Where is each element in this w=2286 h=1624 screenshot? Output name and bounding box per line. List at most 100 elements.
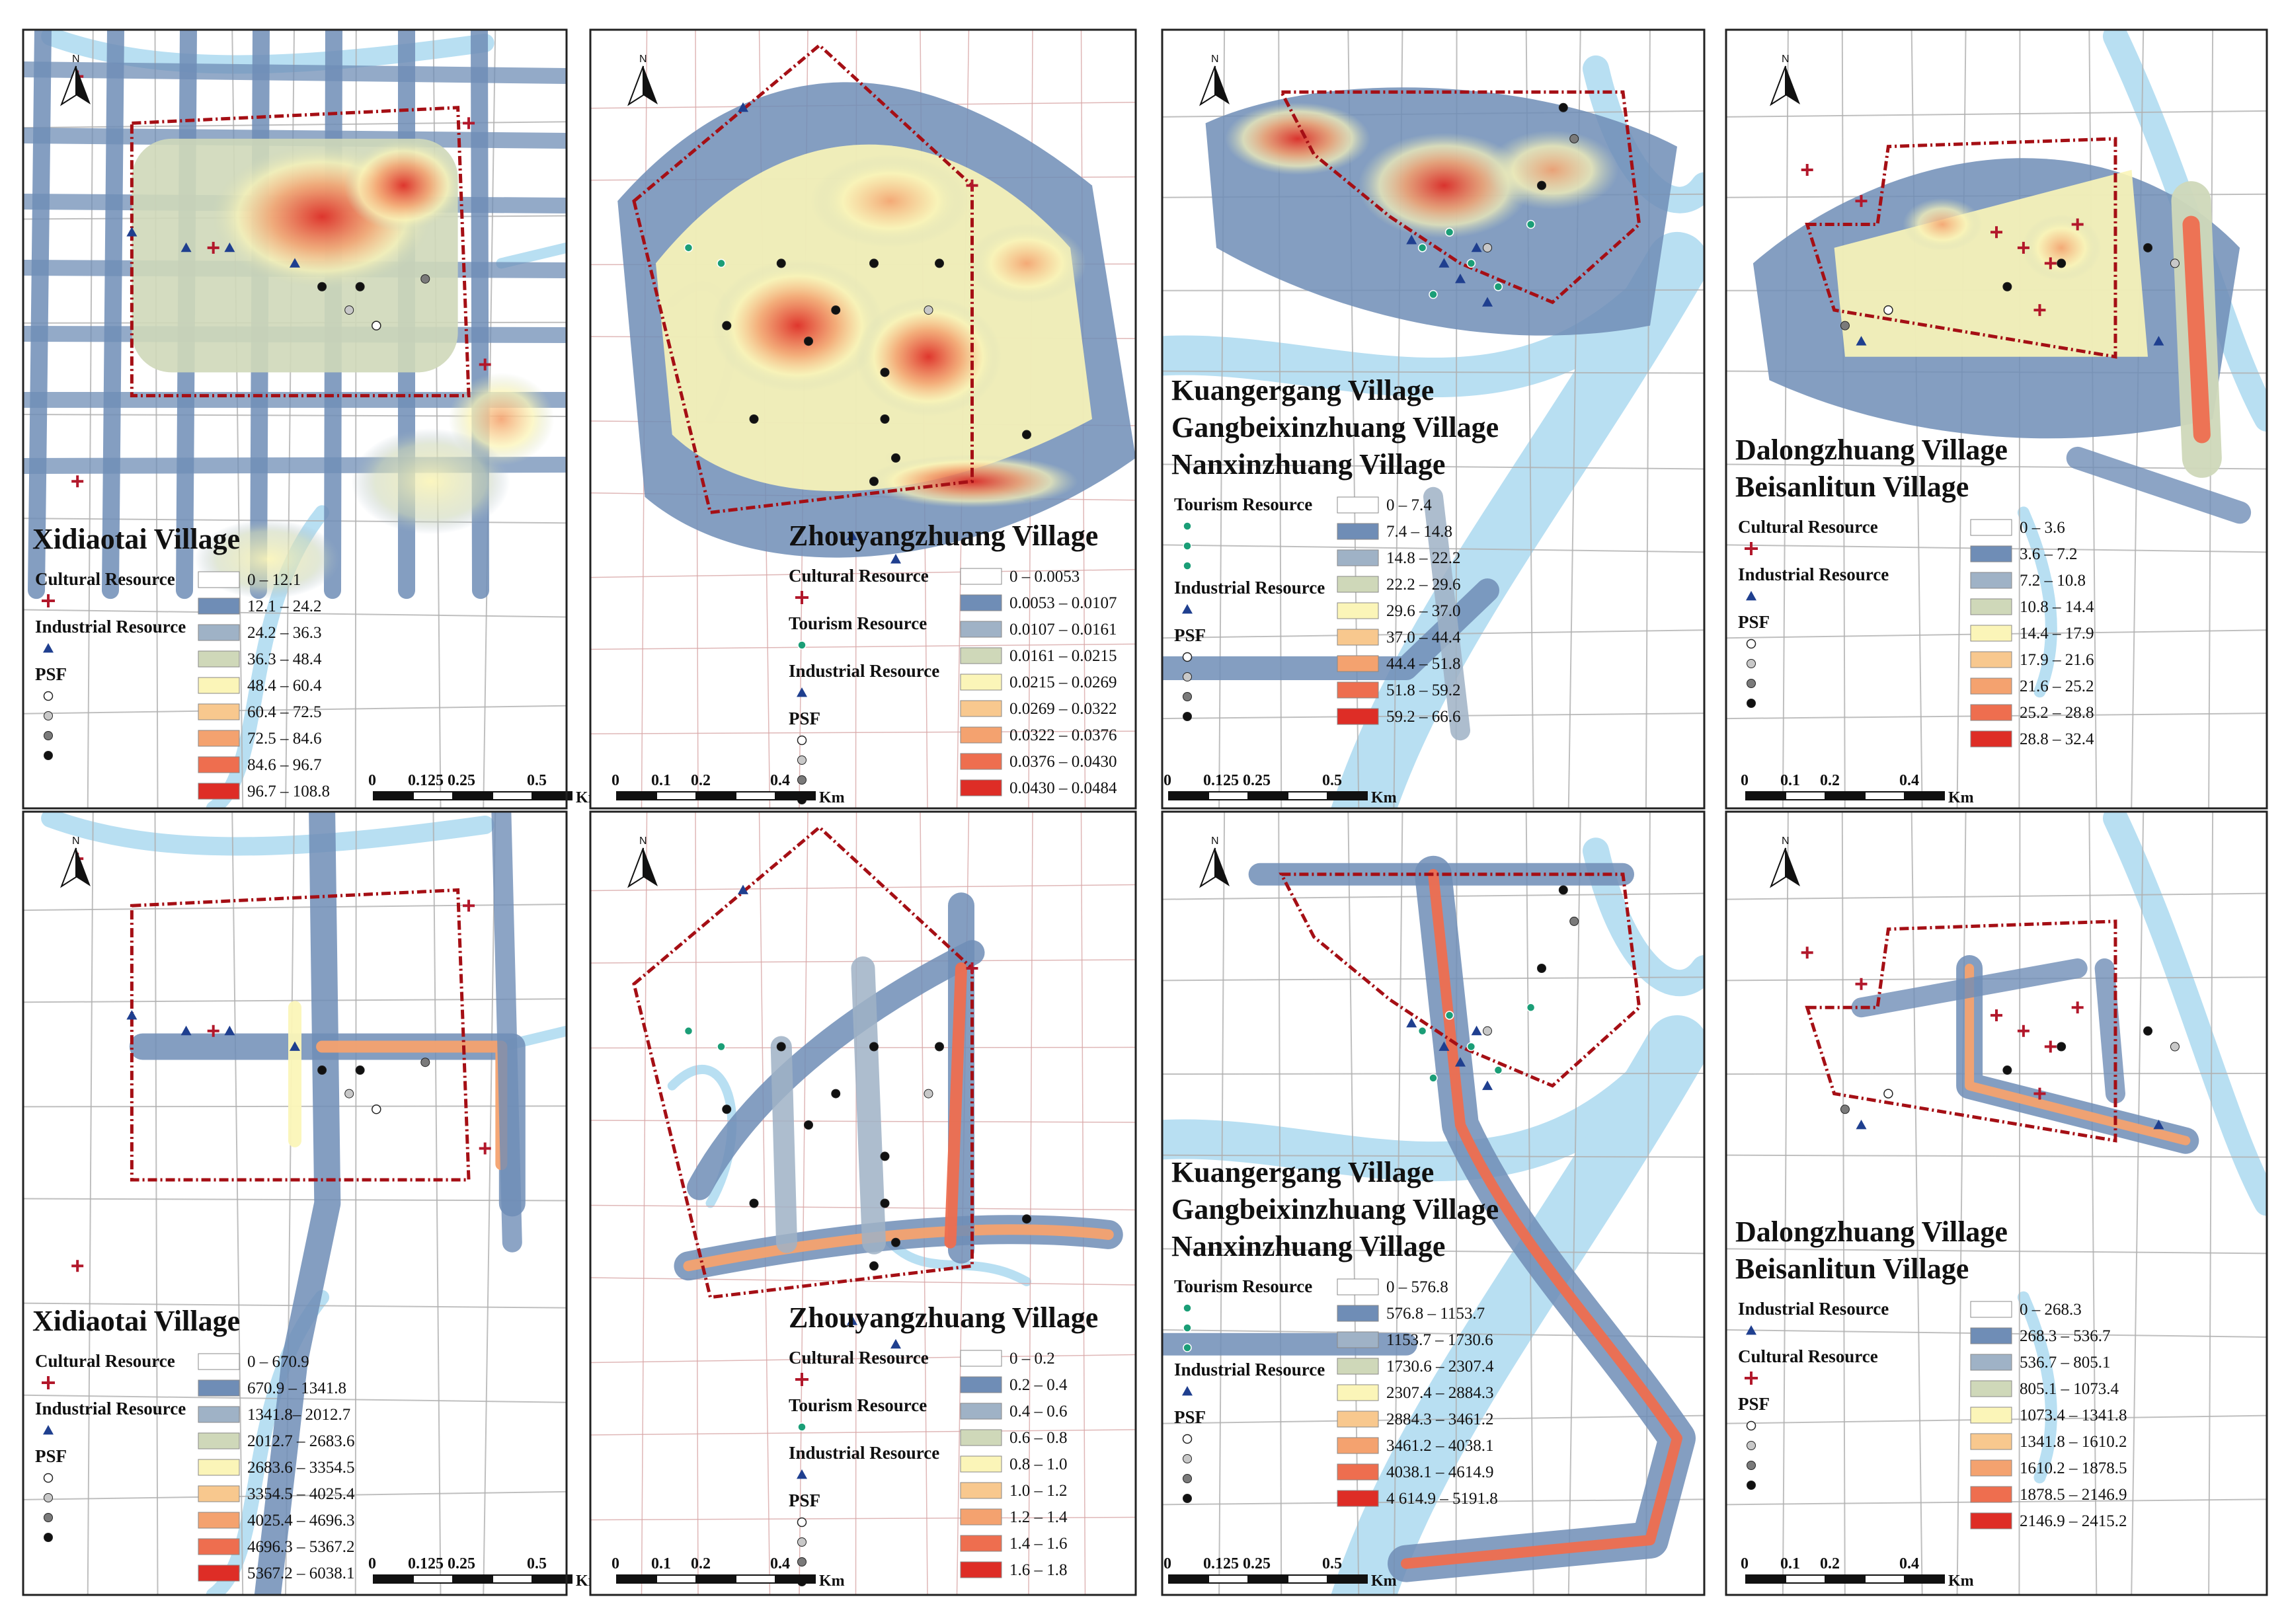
- psf-marker: [1747, 699, 1756, 708]
- density-corridor: [683, 1224, 1114, 1272]
- industrial-resource-marker: [1406, 235, 1417, 245]
- class-swatch: [960, 1376, 1002, 1393]
- scale-unit: Km: [1371, 789, 1397, 806]
- panel-frame: [1725, 28, 2268, 810]
- psf-marker: [797, 755, 807, 765]
- psf-marker: [797, 1537, 807, 1547]
- class-range-label: 0 – 670.9: [247, 1353, 309, 1371]
- class-range-label: 576.8 – 1153.7: [1386, 1305, 1485, 1323]
- psf-marker: [1022, 430, 1031, 440]
- class-range-label: 0.0215 – 0.0269: [1009, 674, 1117, 691]
- north-arrow-right: [1215, 66, 1230, 104]
- road-line: [23, 904, 567, 911]
- class-swatch: [198, 756, 240, 773]
- road-line: [1841, 812, 1846, 1595]
- class-swatch: [960, 568, 1002, 585]
- class-range-label: 28.8 – 32.4: [2020, 730, 2094, 748]
- road-line: [1726, 1248, 2267, 1255]
- village-boundary: [1279, 872, 1641, 1088]
- scale-label: 0.2: [691, 772, 711, 789]
- road-line: [2208, 812, 2214, 1595]
- class-range-label: 25.2 – 28.8: [2020, 704, 2094, 722]
- density-corridor: [944, 962, 967, 1249]
- north-arrow-left: [1199, 65, 1216, 106]
- scale-segment: [1745, 791, 1786, 800]
- class-range-label: 29.6 – 37.0: [1386, 602, 1461, 620]
- scale-unit: Km: [1948, 1572, 1974, 1590]
- industrial-resource-marker: [890, 554, 901, 564]
- panel-title-line: Kuangergang Village: [1171, 374, 1434, 406]
- psf-marker: [1183, 712, 1192, 721]
- north-arrow: N: [1769, 835, 1800, 888]
- panel-frame: [589, 810, 1137, 1596]
- psf-marker: [43, 691, 54, 701]
- panel-frame: [1161, 28, 1706, 810]
- panel-title: Xidiaotai Village: [32, 523, 240, 555]
- map-background: [1726, 812, 2267, 1595]
- scale-unit: Km: [819, 789, 845, 806]
- class-range-label: 1341.8– 2012.7: [247, 1406, 350, 1424]
- class-swatch: [1970, 1354, 2012, 1371]
- density-hotspot: [351, 428, 510, 535]
- village-boundary: [130, 888, 471, 1182]
- class-range-label: 14.8 – 22.2: [1386, 549, 1461, 567]
- symbol-legend: Tourism Resource Industrial Resource PSF: [1174, 494, 1325, 721]
- village-boundary: [632, 825, 974, 1299]
- cultural-resource-marker: [2033, 1087, 2046, 1100]
- class-range-label: 1610.2 – 1878.5: [2020, 1459, 2127, 1477]
- road-line: [87, 812, 94, 1595]
- class-swatch: [1337, 1437, 1379, 1454]
- scale-segment: [656, 791, 697, 800]
- industrial-resource-marker: [890, 1338, 901, 1349]
- class-swatch: [1337, 549, 1379, 566]
- north-arrow-right: [1786, 848, 1800, 886]
- class-range-label: 59.2 – 66.6: [1386, 708, 1461, 726]
- class-range-label: 0.0430 – 0.0484: [1009, 779, 1117, 797]
- density-corridor: [1401, 869, 1682, 1569]
- class-swatch: [1337, 708, 1379, 725]
- scale-segment: [1208, 791, 1249, 800]
- cultural-resource-marker: [2044, 257, 2057, 270]
- road-line: [1393, 812, 1403, 1595]
- class-swatch: [1970, 704, 2012, 721]
- density-corridor: [687, 940, 985, 1200]
- psf-marker: [1883, 1089, 1893, 1099]
- legend: Xidiaotai Village Cultural Resource Indust…: [32, 523, 602, 806]
- cultural-resource-marker: [479, 358, 491, 371]
- road-line: [1162, 370, 1704, 374]
- industrial-resource-marker: [43, 1425, 54, 1435]
- legend-group-label: Industrial Resource: [1174, 1360, 1325, 1379]
- scale-segment: [532, 791, 572, 800]
- class-swatch: [198, 677, 240, 694]
- class-swatch: [198, 598, 240, 615]
- legend-group-label: Tourism Resource: [1174, 494, 1312, 514]
- cultural-resource-marker: [479, 1142, 491, 1155]
- class-legend: 0 – 576.8 576.8 – 1153.7 1153.7 – 1730.6 17…: [1337, 1278, 1498, 1508]
- scale-label: 0: [1163, 772, 1171, 789]
- road-line: [1782, 30, 1789, 808]
- symbol-legend: Tourism Resource Industrial Resource PSF: [1174, 1276, 1325, 1503]
- scale-segment: [452, 791, 493, 800]
- psf-marker: [880, 1198, 890, 1208]
- psf-marker: [749, 414, 759, 424]
- north-arrow-right: [1786, 66, 1800, 104]
- cultural-resource-marker: [1745, 1372, 1758, 1385]
- tourism-resource-marker: [1466, 1042, 1476, 1052]
- legend-group-label: PSF: [1174, 625, 1206, 645]
- north-arrow-right: [1215, 848, 1230, 886]
- tourism-resource-marker: [1444, 1011, 1454, 1020]
- class-range-label: 0.4 – 0.6: [1009, 1403, 1068, 1420]
- map-panel-p3: N Kuangergang Village Gangbeixinzhuang Vil…: [1161, 28, 1706, 810]
- road-line: [23, 609, 567, 618]
- road-line: [590, 884, 1136, 892]
- class-range-label: 4025.4 – 4696.3: [247, 1512, 355, 1529]
- psf-marker: [2143, 243, 2153, 252]
- psf-marker: [804, 336, 813, 346]
- class-swatch: [960, 1429, 1002, 1446]
- class-swatch: [1970, 1512, 2012, 1529]
- scale-bar: 0 0.1 0.2 0.4 Km: [611, 772, 845, 806]
- industrial-resource-marker: [1471, 242, 1482, 252]
- road-line: [1645, 812, 1651, 1595]
- industrial-resource-marker: [1482, 1080, 1493, 1091]
- psf-marker: [44, 1533, 53, 1542]
